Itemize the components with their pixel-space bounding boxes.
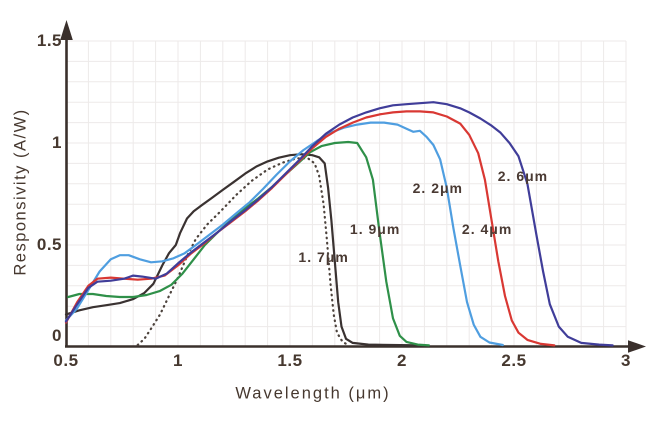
curve-label: 1. 7μm bbox=[298, 249, 349, 266]
series-1-7um bbox=[64, 153, 421, 347]
axes bbox=[60, 20, 646, 353]
y-axis-title: Responsivity (A/W) bbox=[11, 108, 30, 276]
y-tick-label: 1.5 bbox=[36, 31, 62, 50]
x-tick-label: 3 bbox=[621, 351, 631, 370]
x-tick-label: 0.5 bbox=[53, 351, 79, 370]
curve-label: 2. 4μm bbox=[461, 220, 513, 237]
x-axis-arrow-icon bbox=[628, 340, 646, 353]
x-tick-label: 1 bbox=[173, 351, 183, 370]
x-axis-title: Wavelength (μm) bbox=[235, 384, 391, 403]
y-axis-arrow-icon bbox=[60, 20, 73, 40]
curve-label: 1. 9μm bbox=[349, 220, 401, 237]
y-tick-label: 1 bbox=[52, 133, 62, 152]
series-2-6um bbox=[64, 101, 614, 347]
grid bbox=[66, 40, 627, 347]
y-tick-label: 0.5 bbox=[36, 235, 62, 254]
y-tick-label: 0 bbox=[52, 326, 62, 345]
series-2-2um bbox=[64, 121, 504, 347]
curve-label: 2. 2μm bbox=[412, 179, 464, 196]
x-tick-label: 2 bbox=[397, 351, 407, 370]
curve-label: 2. 6μm bbox=[497, 167, 549, 184]
x-tick-label: 1.5 bbox=[277, 351, 303, 370]
x-tick-label: 2.5 bbox=[501, 351, 527, 370]
series-dotted bbox=[136, 157, 350, 347]
series-2-4um bbox=[64, 110, 556, 347]
